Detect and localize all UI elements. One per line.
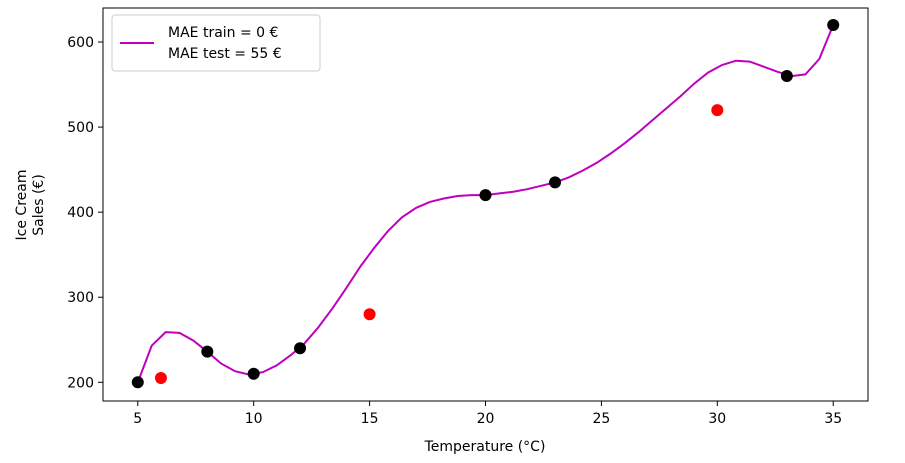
y-axis: 200 300 400 500 600 — [67, 35, 103, 391]
y-axis-label-line-1: Ice Cream — [14, 170, 30, 241]
train-point — [247, 367, 260, 380]
x-axis: 5 10 15 20 25 30 35 — [133, 401, 842, 427]
train-point — [479, 189, 492, 202]
y-axis-label-line-2: Sales (€) — [31, 174, 47, 236]
y-axis-label: Ice Cream Sales (€) — [14, 170, 47, 241]
train-point — [549, 176, 562, 189]
x-tick-label: 30 — [708, 411, 726, 427]
x-tick-label: 5 — [133, 411, 142, 427]
legend-entry-train: MAE train = 0 € — [168, 25, 278, 41]
y-tick-label: 500 — [67, 120, 94, 136]
train-point — [294, 342, 307, 355]
train-point — [827, 19, 840, 32]
x-tick-label: 20 — [477, 411, 495, 427]
y-tick-label: 400 — [67, 205, 94, 221]
y-tick-label: 600 — [67, 35, 94, 51]
y-tick-label: 300 — [67, 290, 94, 306]
train-point — [780, 70, 793, 83]
plot-background — [103, 8, 868, 401]
test-point — [363, 308, 376, 321]
x-tick-label: 35 — [824, 411, 842, 427]
train-point — [131, 376, 144, 389]
x-tick-label: 15 — [361, 411, 379, 427]
test-point — [154, 372, 167, 385]
y-tick-label: 200 — [67, 375, 94, 391]
points-layer — [131, 19, 840, 389]
x-tick-label: 25 — [592, 411, 610, 427]
test-point — [711, 104, 724, 117]
legend-box — [111, 14, 321, 72]
x-tick-label: 10 — [245, 411, 263, 427]
legend: MAE train = 0 € MAE test = 55 € — [111, 14, 321, 72]
train-point — [201, 345, 214, 358]
x-axis-label: Temperature (°C) — [424, 439, 546, 455]
legend-entry-test: MAE test = 55 € — [168, 46, 282, 62]
